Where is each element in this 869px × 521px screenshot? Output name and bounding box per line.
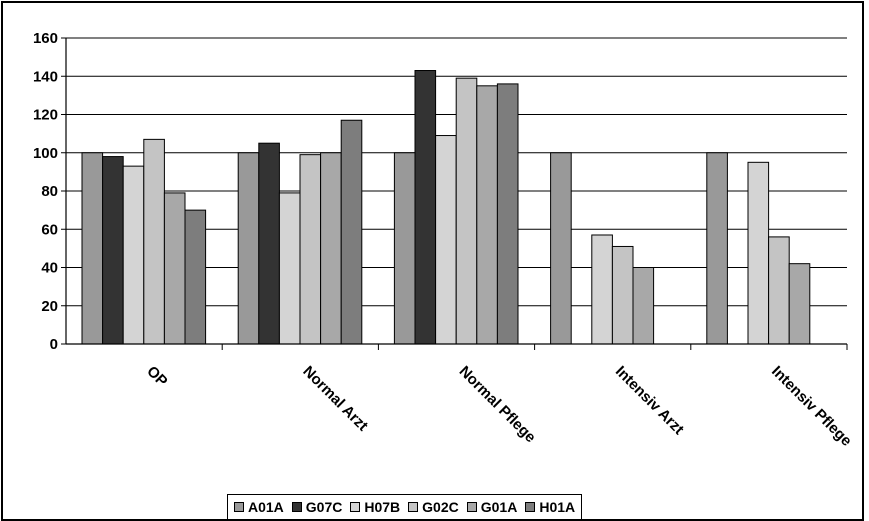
legend-swatch: [466, 502, 477, 512]
bar: [476, 85, 498, 345]
y-tick-label: 40: [41, 260, 58, 277]
bar: [320, 152, 342, 345]
y-tick-label: 0: [50, 336, 58, 353]
bar: [102, 156, 124, 345]
legend-label: G07C: [305, 499, 343, 515]
bars: [81, 70, 811, 345]
category-labels: OP Normal Arzt Normal Pflege Intensiv Arzt I…: [143, 363, 855, 450]
bar: [591, 234, 613, 345]
category-label: Normal Pflege: [456, 363, 539, 446]
legend-swatch: [234, 502, 244, 512]
category-label: Normal Arzt: [299, 363, 371, 435]
bar: [184, 209, 207, 345]
legend-item: G02C: [408, 499, 459, 515]
category-label: OP: [143, 363, 170, 390]
legend-item: H07B: [350, 499, 400, 515]
legend-label: G02C: [422, 499, 459, 515]
legend-item: G01A: [466, 499, 518, 515]
bar: [788, 263, 811, 345]
y-tick-labels: 0 20 40 60 80 100 120 140 160: [33, 30, 58, 353]
y-tick-label: 140: [33, 68, 58, 85]
legend-swatch: [525, 502, 536, 512]
y-tick-label: 160: [33, 30, 58, 47]
bar: [299, 154, 322, 345]
legend-swatch: [350, 502, 361, 512]
bar: [340, 119, 363, 345]
axes: [61, 37, 848, 350]
bar: [496, 83, 519, 345]
bar: [122, 165, 145, 345]
bar: [278, 192, 301, 345]
legend-label: H07B: [364, 499, 401, 515]
legend: A01A G07C H07B G02C G01A H01A: [227, 494, 583, 520]
y-tick-label: 20: [41, 298, 58, 315]
y-tick-label: 100: [33, 145, 58, 162]
bar: [414, 70, 437, 345]
category-label: Intensiv Arzt: [612, 363, 687, 438]
legend-item: G07C: [291, 499, 343, 515]
legend-item: H01A: [525, 499, 575, 515]
bar: [258, 142, 280, 345]
bar: [163, 192, 186, 345]
y-tick-label: 80: [41, 183, 58, 200]
legend-swatch: [408, 502, 419, 512]
bar: [237, 152, 260, 345]
bar: [632, 267, 655, 345]
bar: [550, 152, 572, 345]
legend-label: H01A: [539, 499, 576, 515]
bar: [747, 161, 770, 345]
bar: [455, 77, 478, 345]
y-tick-label: 60: [41, 221, 58, 238]
bar: [81, 152, 104, 345]
y-tick-label: 120: [33, 107, 58, 124]
legend-label: A01A: [248, 499, 284, 515]
legend-item: A01A: [234, 499, 284, 515]
category-label: Intensiv Pflege: [768, 363, 855, 450]
bar: [143, 138, 165, 345]
legend-label: G01A: [480, 499, 518, 515]
bar: [435, 135, 457, 345]
legend-swatch: [291, 502, 302, 512]
bar: [706, 152, 728, 345]
bar: [768, 236, 790, 345]
bar: [393, 152, 416, 345]
bar: [611, 245, 634, 345]
